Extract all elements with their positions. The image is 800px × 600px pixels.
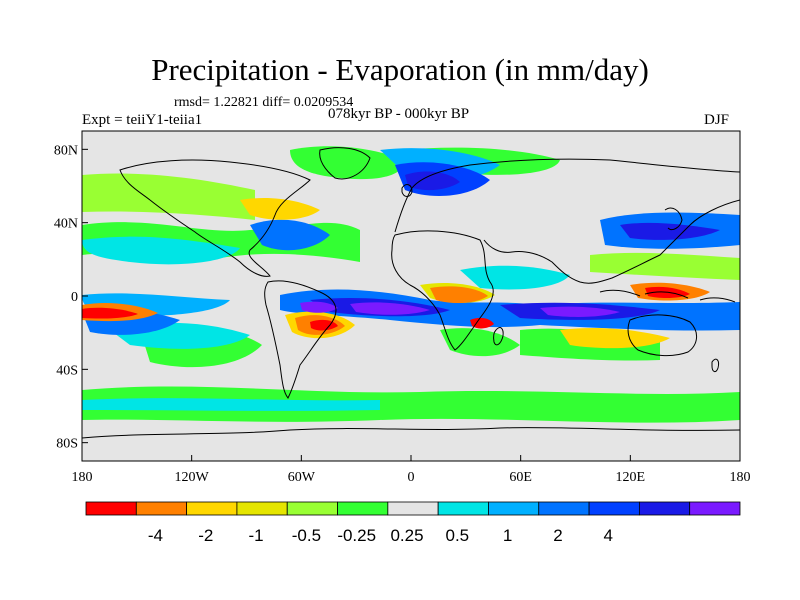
colorbar-swatch xyxy=(538,501,590,516)
field-green-pacific-w xyxy=(590,252,740,280)
field-purple-atl xyxy=(350,302,430,315)
lat-tick-label: 80N xyxy=(54,143,78,158)
colorbar-label: 0.5 xyxy=(445,526,469,545)
lon-tick-label: 60W xyxy=(288,470,316,485)
colorbar-swatch xyxy=(437,501,489,516)
longitude-axis: 180 120W 60W 0 60E 120E 180 xyxy=(72,455,751,485)
map-title: Precipitation - Evaporation (in mm/day) xyxy=(151,52,649,87)
colorbar-label: -2 xyxy=(198,526,213,545)
field-green-nh-high xyxy=(290,146,402,180)
coast-new-zealand xyxy=(711,358,719,373)
lon-tick-label: 120W xyxy=(175,470,210,485)
latitude-axis: 80N 40N 0 40S 80S xyxy=(54,143,88,452)
lon-tick-label: 120E xyxy=(616,470,646,485)
coast-australia xyxy=(627,314,697,357)
field-cyan-indian xyxy=(460,265,570,290)
colorbar-swatch xyxy=(588,501,640,516)
colorbar xyxy=(85,501,741,516)
colorbar-label: -0.25 xyxy=(337,526,376,545)
colorbar-swatch xyxy=(387,501,439,516)
field-green-southern xyxy=(82,386,740,423)
colorbar-swatch xyxy=(85,501,137,516)
field-red-east-pac xyxy=(82,307,138,319)
colorbar-label: -4 xyxy=(148,526,163,545)
colorbar-label: 0.25 xyxy=(390,526,423,545)
field-green-pacific-n xyxy=(82,173,255,220)
coastlines xyxy=(82,147,740,439)
coast-japan xyxy=(664,207,683,231)
lat-tick-label: 80S xyxy=(56,437,78,452)
coast-africa xyxy=(391,230,494,351)
lat-tick-label: 40S xyxy=(56,363,78,378)
colorbar-swatch xyxy=(135,501,188,516)
lon-tick-label: 0 xyxy=(408,470,415,485)
field-purple-indian xyxy=(540,306,620,317)
colorbar-swatch xyxy=(186,501,238,516)
season-label: DJF xyxy=(704,112,730,128)
lat-tick-label: 0 xyxy=(71,290,78,305)
field-red-sam xyxy=(310,319,338,331)
colorbar-swatch xyxy=(236,501,288,516)
colorbar-labels: -4 -2 -1 -0.5 -0.25 0.25 0.5 1 2 4 xyxy=(148,526,613,545)
coast-antarctica xyxy=(82,427,740,439)
coast-greenland xyxy=(319,147,371,180)
field-darkblue-greenland xyxy=(405,171,460,191)
coast-north-america xyxy=(119,159,311,277)
coast-south-america xyxy=(264,280,337,399)
lat-tick-label: 40N xyxy=(54,217,78,232)
colorbar-label: 1 xyxy=(503,526,512,545)
lon-tick-label: 60E xyxy=(509,470,532,485)
colorbar-label: 2 xyxy=(553,526,562,545)
experiment-label: Expt = teiiY1-teiia1 xyxy=(82,112,203,128)
field-darkblue-nw-pacific xyxy=(620,222,720,240)
coast-eurasia xyxy=(394,158,740,284)
field-yellow-indian-s xyxy=(560,327,670,349)
lon-tick-label: 180 xyxy=(72,470,93,485)
colorbar-label: 4 xyxy=(603,526,612,545)
field-red-africa xyxy=(470,317,494,329)
field-yellow-npac xyxy=(240,198,320,220)
field-cyan-pacific-n xyxy=(82,236,240,265)
field-blue-atlantic-n xyxy=(250,219,330,251)
colorbar-swatch xyxy=(638,501,691,516)
colorbar-swatch xyxy=(286,501,338,516)
period-label: 078kyr BP - 000kyr BP xyxy=(328,106,470,122)
colorbar-label: -0.5 xyxy=(292,526,321,545)
stats-text: rmsd= 1.22821 diff= 0.0209534 xyxy=(174,95,354,110)
field-layer xyxy=(82,131,740,461)
field-purple-amazon xyxy=(300,301,338,313)
field-cyan-southern xyxy=(82,398,380,411)
coast-madagascar xyxy=(493,327,504,346)
field-orange-nafrica xyxy=(430,286,488,304)
colorbar-swatch xyxy=(337,501,389,516)
lon-tick-label: 180 xyxy=(730,470,751,485)
coast-uk xyxy=(401,184,413,197)
colorbar-swatch xyxy=(488,501,540,516)
coast-indonesia xyxy=(599,289,736,303)
colorbar-swatch xyxy=(689,501,741,516)
field-green-africa-s xyxy=(440,328,520,357)
colorbar-label: -1 xyxy=(249,526,264,545)
